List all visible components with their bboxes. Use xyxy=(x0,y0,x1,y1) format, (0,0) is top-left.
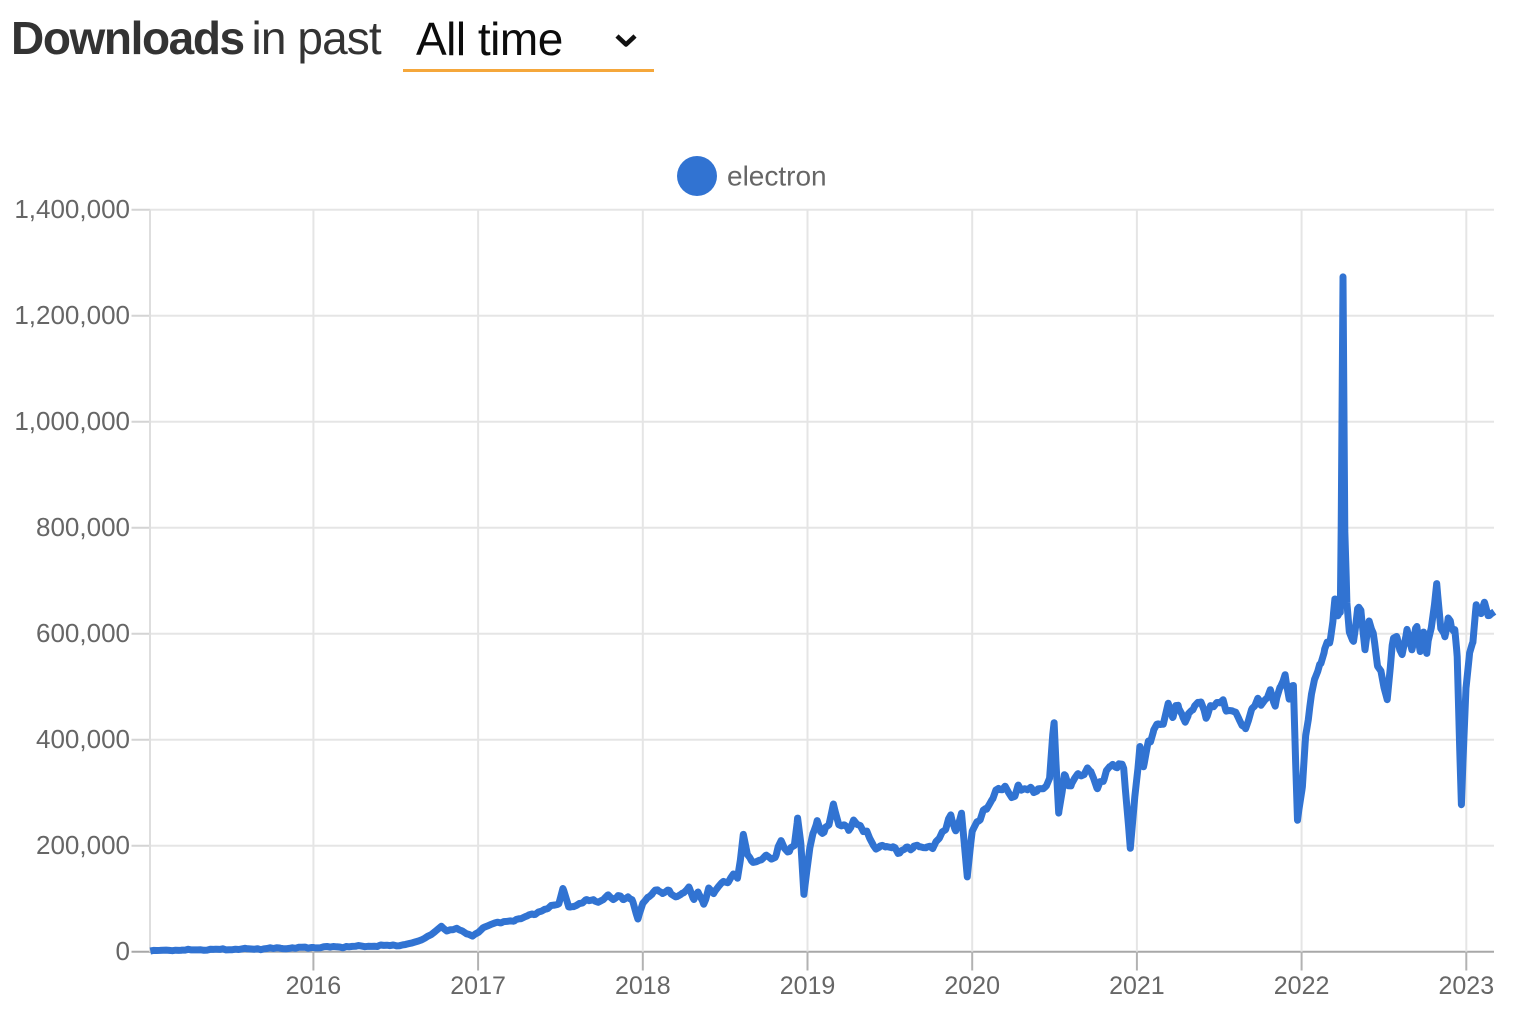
svg-text:2022: 2022 xyxy=(1274,972,1330,1000)
svg-text:0: 0 xyxy=(116,936,130,966)
svg-text:1,000,000: 1,000,000 xyxy=(14,406,130,436)
svg-text:2023: 2023 xyxy=(1438,972,1494,1000)
svg-text:200,000: 200,000 xyxy=(36,830,130,860)
svg-text:400,000: 400,000 xyxy=(36,724,130,754)
svg-text:2019: 2019 xyxy=(780,972,836,1000)
svg-text:2020: 2020 xyxy=(944,972,1000,1000)
svg-text:800,000: 800,000 xyxy=(36,512,130,542)
svg-text:600,000: 600,000 xyxy=(36,618,130,648)
svg-text:1,400,000: 1,400,000 xyxy=(14,194,130,224)
svg-text:2017: 2017 xyxy=(450,972,506,1000)
svg-text:1,200,000: 1,200,000 xyxy=(14,300,130,330)
svg-text:2021: 2021 xyxy=(1109,972,1165,1000)
svg-text:electron: electron xyxy=(727,161,827,192)
svg-text:2018: 2018 xyxy=(615,972,671,1000)
svg-text:2016: 2016 xyxy=(286,972,342,1000)
